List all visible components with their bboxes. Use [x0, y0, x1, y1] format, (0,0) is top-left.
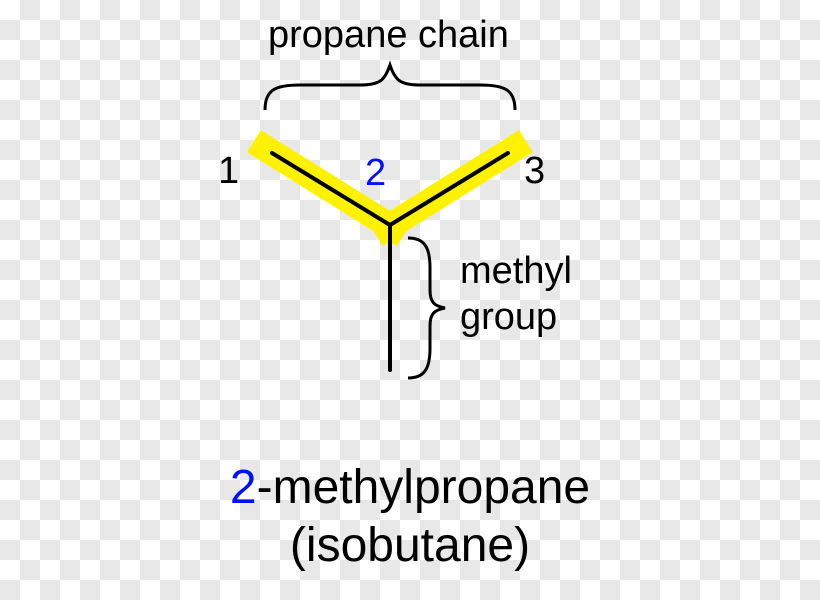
common-name: (isobutane) [0, 518, 820, 573]
diagram-container: propane chain 1 2 3 methyl group 2-methy… [0, 0, 820, 600]
propane-highlight [265, 148, 515, 228]
methyl-label-1: methyl [460, 250, 572, 293]
carbon-1-label: 1 [218, 150, 239, 193]
carbon-3-label: 3 [524, 150, 545, 193]
carbon-2-label: 2 [365, 152, 386, 195]
iupac-prefix: 2 [230, 461, 257, 514]
top-brace [265, 65, 515, 110]
iupac-name: 2-methylpropane [0, 460, 820, 515]
propane-chain-label: propane chain [268, 14, 509, 57]
right-brace [408, 238, 445, 378]
methyl-label-2: group [460, 296, 557, 339]
iupac-rest: -methylpropane [257, 461, 591, 514]
